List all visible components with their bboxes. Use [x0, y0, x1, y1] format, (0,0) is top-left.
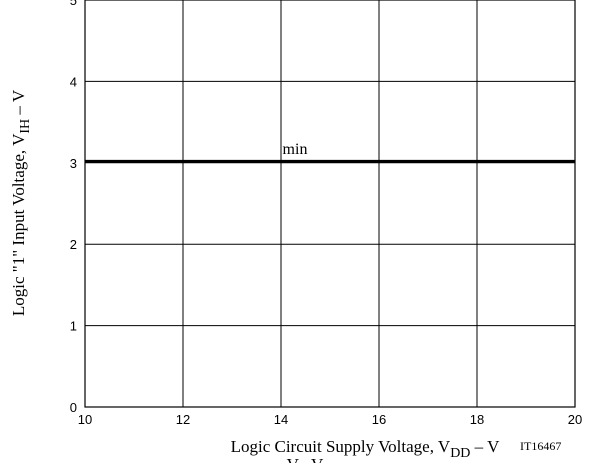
y-tick-labels: 0 1 2 3 4 5 — [70, 0, 77, 415]
x-tick-label: 12 — [176, 412, 190, 427]
x-tick-label: 20 — [568, 412, 582, 427]
x-tick-labels: 10 12 14 16 18 20 — [78, 412, 582, 427]
x-tick-label: 18 — [470, 412, 484, 427]
y-tick-label: 0 — [70, 400, 77, 415]
cropped-bottom-text: V , V — [287, 455, 324, 463]
plot-frame — [84, 0, 576, 408]
y-tick-label: 1 — [70, 319, 77, 334]
y-tick-label: 3 — [70, 156, 77, 171]
y-tick-label: 2 — [70, 237, 77, 252]
y-axis-label: Logic "1" Input Voltage, VIH – V — [9, 89, 33, 316]
x-tick-label: 10 — [78, 412, 92, 427]
y-tick-label: 4 — [70, 74, 77, 89]
series-label-min: min — [283, 141, 308, 158]
figure-code: IT16467 — [520, 439, 561, 453]
series-labels: min — [283, 141, 308, 158]
x-tick-label: 14 — [274, 412, 288, 427]
x-tick-label: 16 — [372, 412, 386, 427]
y-tick-label: 5 — [70, 0, 77, 8]
grid — [85, 0, 575, 407]
x-axis-label: Logic Circuit Supply Voltage, VDD – V — [231, 437, 501, 461]
